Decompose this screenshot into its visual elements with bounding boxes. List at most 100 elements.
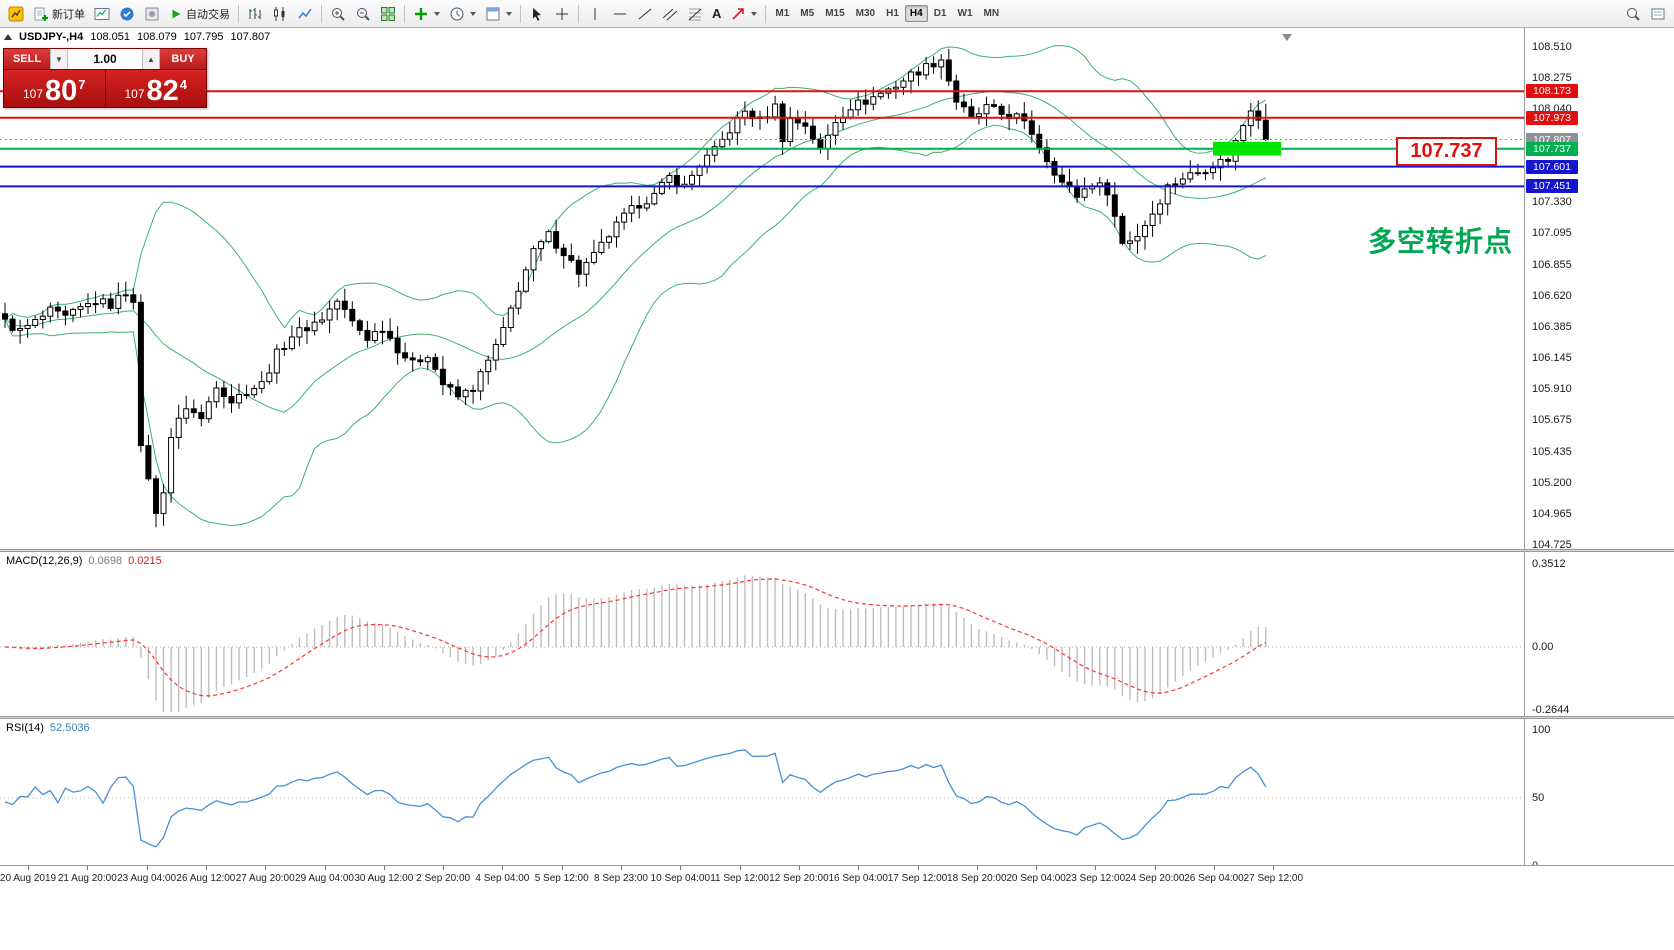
- timeframe-w1-button[interactable]: W1: [953, 5, 978, 22]
- channel-tool-icon[interactable]: [658, 3, 682, 25]
- time-axis-label: 20 Sep 04:00: [1006, 873, 1066, 884]
- macd-axis-tick: 0.3512: [1532, 557, 1566, 570]
- text-tool-icon[interactable]: A: [708, 3, 725, 25]
- timeframe-m1-button[interactable]: M1: [770, 5, 794, 22]
- price-axis-tick: 106.385: [1532, 320, 1572, 333]
- macd-axis-tick: 0.00: [1532, 641, 1554, 653]
- high-value: 108.079: [136, 31, 177, 43]
- templates-icon[interactable]: [481, 3, 516, 25]
- search-icon[interactable]: [1621, 3, 1645, 25]
- time-axis-label: 23 Aug 04:00: [117, 873, 177, 884]
- trendline-tool-icon[interactable]: [633, 3, 657, 25]
- new-chart-icon[interactable]: [90, 3, 114, 25]
- macd-chart[interactable]: [0, 552, 1524, 716]
- market-watch-icon[interactable]: [115, 3, 139, 25]
- time-axis-label: 30 Aug 12:00: [354, 873, 414, 884]
- time-axis-tick: [205, 866, 207, 870]
- main-chart-panel: 108.510108.275108.040107.805107.570107.3…: [0, 28, 1674, 551]
- macd-name: MACD(12,26,9): [6, 555, 83, 567]
- time-axis-label: 17 Sep 12:00: [887, 873, 948, 884]
- tile-windows-icon[interactable]: [376, 3, 400, 25]
- price-level-tag: 107.601: [1526, 159, 1578, 174]
- time-axis-label: 23 Sep 12:00: [1065, 873, 1126, 884]
- periods-icon[interactable]: [445, 3, 480, 25]
- time-axis-tick: [1036, 866, 1038, 870]
- volume-input[interactable]: [68, 49, 142, 69]
- time-axis-label: 16 Sep 04:00: [828, 873, 888, 884]
- rsi-chart[interactable]: [0, 719, 1524, 865]
- buy-button[interactable]: 107 82 4: [105, 70, 206, 107]
- time-axis-tick: [502, 866, 504, 870]
- time-axis-tick: [28, 866, 29, 870]
- time-axis-label: 26 Aug 12:00: [176, 873, 236, 884]
- price-axis[interactable]: 108.510108.275108.040107.805107.570107.3…: [1524, 28, 1674, 551]
- macd-main-value: 0.0698: [88, 555, 123, 567]
- objects-list-icon[interactable]: [1646, 3, 1670, 25]
- time-axis-label: 29 Aug 04:00: [295, 873, 354, 884]
- timeframe-m15-button[interactable]: M15: [820, 5, 849, 22]
- sell-button[interactable]: 107 80 7: [4, 70, 106, 107]
- time-axis-label: 11 Sep 12:00: [710, 873, 769, 884]
- open-value: 108.051: [90, 31, 130, 43]
- vertical-line-tool-icon[interactable]: [583, 3, 607, 25]
- macd-axis-tick: -0.2644: [1532, 703, 1570, 716]
- time-axis-tick: [443, 866, 445, 870]
- arrows-tool-icon[interactable]: [726, 3, 761, 25]
- zoom-out-icon[interactable]: [351, 3, 375, 25]
- time-axis-tick: [976, 866, 978, 870]
- timeframe-h4-button[interactable]: H4: [904, 5, 928, 22]
- buy-price-prefix: 107: [124, 87, 145, 101]
- toolbar-separator: [520, 4, 521, 23]
- time-axis-tick: [1154, 866, 1156, 870]
- sell-price-big: 80: [45, 75, 78, 107]
- text-tool-glyph: A: [712, 6, 722, 21]
- rsi-name: RSI(14): [6, 722, 44, 734]
- time-axis-tick: [621, 866, 622, 870]
- macd-panel: 0.3512 0.00 -0.2644 MACD(12,26,9) 0.0698 0.0…: [0, 552, 1674, 716]
- app-icon[interactable]: [4, 3, 28, 25]
- candlestick-chart-icon[interactable]: [268, 3, 292, 25]
- zoom-in-icon[interactable]: [326, 3, 350, 25]
- templates-caret-icon: [506, 11, 512, 16]
- indicators-icon[interactable]: [409, 3, 444, 25]
- panel-resize-handle[interactable]: [0, 716, 1674, 719]
- macd-axis[interactable]: 0.3512 0.00 -0.2644: [1524, 552, 1674, 716]
- cursor-icon[interactable]: [525, 3, 549, 25]
- price-axis-tick: 105.200: [1532, 476, 1572, 489]
- volume-down-button[interactable]: ▼: [50, 49, 68, 69]
- time-axis[interactable]: 20 Aug 2019 21 Aug 20:00 23 Aug 04:00 26 Au…: [0, 865, 1674, 889]
- candlestick-chart[interactable]: [0, 28, 1524, 549]
- panel-collapse-icon[interactable]: [4, 34, 12, 40]
- bar-chart-icon[interactable]: [243, 3, 267, 25]
- timeframe-m30-button[interactable]: M30: [851, 5, 880, 22]
- time-axis-tick: [324, 866, 326, 870]
- panel-resize-handle[interactable]: [0, 549, 1674, 552]
- toolbar-separator: [765, 4, 767, 23]
- timeframe-mn-button[interactable]: MN: [979, 5, 1005, 22]
- volume-up-button[interactable]: ▲: [142, 49, 160, 69]
- autotrading-button[interactable]: 自动交易: [165, 3, 234, 25]
- price-level-tag: 108.173: [1526, 84, 1578, 99]
- rsi-axis[interactable]: 100500: [1524, 719, 1674, 872]
- time-axis-tick: [739, 866, 741, 870]
- timeframe-m5-button[interactable]: M5: [795, 5, 819, 22]
- rsi-value: 52.5036: [49, 722, 90, 734]
- low-value: 107.795: [183, 31, 224, 43]
- arrows-caret-icon: [751, 11, 758, 16]
- price-axis-tick: 105.910: [1532, 383, 1572, 396]
- new-order-button[interactable]: 新订单: [29, 3, 89, 25]
- navigator-icon[interactable]: [140, 3, 164, 25]
- rsi-panel: 100500 RSI(14) 52.5036: [0, 719, 1674, 872]
- timeframe-h1-button[interactable]: H1: [881, 5, 904, 22]
- fibonacci-tool-icon[interactable]: [683, 3, 707, 25]
- line-chart-icon[interactable]: [293, 3, 317, 25]
- time-axis-label: 27 Sep 12:00: [1243, 873, 1304, 884]
- horizontal-line-tool-icon[interactable]: [608, 3, 632, 25]
- buy-header: BUY: [160, 49, 206, 69]
- timeframe-d1-button[interactable]: D1: [929, 5, 952, 22]
- close-value: 107.807: [230, 31, 271, 43]
- indicators-caret-icon: [434, 11, 440, 16]
- price-axis-tick: 107.330: [1532, 196, 1572, 209]
- time-axis-tick: [561, 866, 563, 870]
- crosshair-icon[interactable]: [550, 3, 574, 25]
